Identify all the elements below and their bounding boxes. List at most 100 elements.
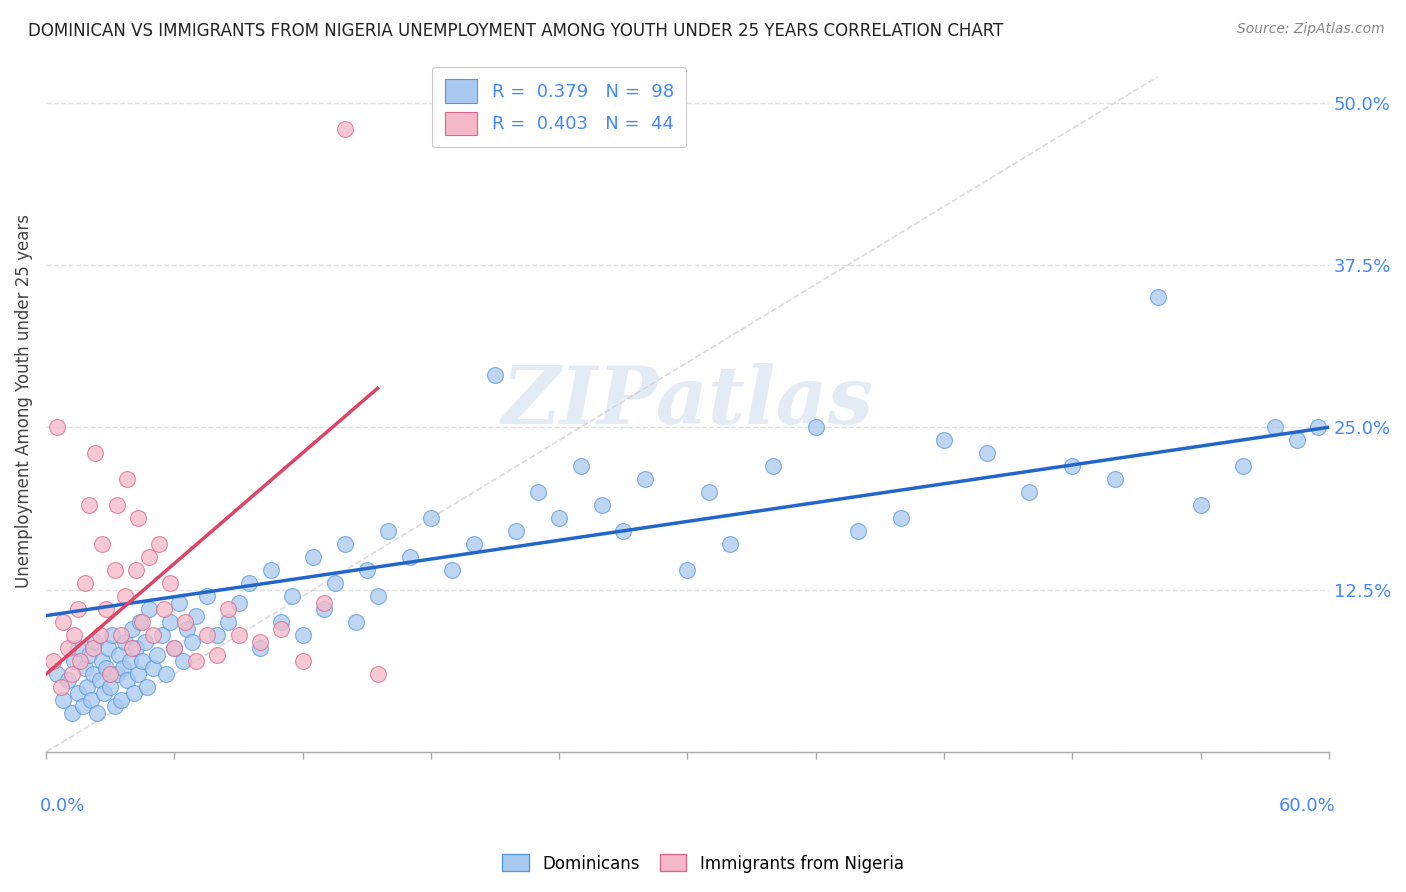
Point [134, 634, 156, 648]
Point [848, 524, 870, 538]
Point [548, 511, 571, 525]
Point [86, 706, 108, 720]
Point [94, 602, 117, 616]
Point [159, 615, 181, 629]
Point [67, 640, 90, 655]
Point [676, 563, 699, 577]
Point [1285, 434, 1308, 448]
Point [281, 589, 304, 603]
Point [93, 686, 115, 700]
Point [73, 576, 96, 591]
Point [172, 654, 194, 668]
Point [228, 596, 250, 610]
Point [125, 563, 148, 577]
Point [377, 524, 399, 538]
Point [84, 634, 107, 648]
Point [249, 634, 271, 648]
Point [697, 485, 720, 500]
Point [118, 654, 141, 668]
Point [163, 640, 186, 655]
Point [82, 667, 104, 681]
Point [77, 498, 100, 512]
Point [195, 589, 218, 603]
Point [270, 615, 292, 629]
Point [110, 628, 132, 642]
Point [163, 640, 186, 655]
Point [155, 667, 177, 681]
Point [356, 563, 378, 577]
Point [184, 608, 207, 623]
Point [505, 524, 527, 538]
Point [270, 622, 292, 636]
Point [77, 648, 100, 662]
Point [82, 640, 104, 655]
Text: DOMINICAN VS IMMIGRANTS FROM NIGERIA UNEMPLOYMENT AMONG YOUTH UNDER 25 YEARS COR: DOMINICAN VS IMMIGRANTS FROM NIGERIA UNE… [28, 22, 1004, 40]
Point [314, 602, 336, 616]
Point [104, 563, 127, 577]
Point [205, 648, 228, 662]
Point [1189, 498, 1212, 512]
Point [80, 693, 103, 707]
Point [84, 446, 107, 460]
Point [76, 680, 98, 694]
Point [60, 706, 83, 720]
Point [890, 511, 912, 525]
Point [138, 602, 160, 616]
Point [238, 576, 260, 591]
Point [117, 673, 139, 688]
Point [302, 550, 325, 565]
Point [1104, 472, 1126, 486]
Point [45, 420, 67, 434]
Point [56, 640, 79, 655]
Point [142, 628, 165, 642]
Point [72, 699, 94, 714]
Point [180, 634, 202, 648]
Point [129, 615, 152, 629]
Point [1232, 459, 1254, 474]
Point [90, 537, 112, 551]
Point [217, 602, 239, 616]
Point [101, 628, 124, 642]
Point [146, 648, 169, 662]
Point [205, 628, 228, 642]
Point [98, 667, 121, 681]
Point [60, 667, 83, 681]
Point [367, 589, 389, 603]
Point [463, 537, 485, 551]
Point [1062, 459, 1084, 474]
Point [142, 660, 165, 674]
Point [52, 615, 75, 629]
Point [67, 602, 90, 616]
Point [634, 472, 657, 486]
Point [441, 563, 464, 577]
Point [344, 615, 367, 629]
Point [104, 699, 127, 714]
Point [228, 628, 250, 642]
Point [249, 640, 271, 655]
Point [114, 634, 136, 648]
Point [335, 121, 357, 136]
Point [167, 596, 190, 610]
Point [41, 654, 63, 668]
Point [420, 511, 443, 525]
Point [98, 680, 121, 694]
Point [314, 596, 336, 610]
Point [117, 472, 139, 486]
Point [56, 673, 79, 688]
Point [49, 680, 72, 694]
Text: 0.0%: 0.0% [39, 797, 86, 815]
Point [122, 686, 145, 700]
Point [131, 615, 153, 629]
Point [114, 589, 136, 603]
Point [174, 615, 197, 629]
Point [112, 660, 135, 674]
Point [718, 537, 741, 551]
Point [90, 654, 112, 668]
Point [184, 654, 207, 668]
Point [976, 446, 998, 460]
Point [195, 628, 218, 642]
Point [52, 693, 75, 707]
Text: Source: ZipAtlas.com: Source: ZipAtlas.com [1237, 22, 1385, 37]
Point [152, 602, 174, 616]
Point [121, 640, 143, 655]
